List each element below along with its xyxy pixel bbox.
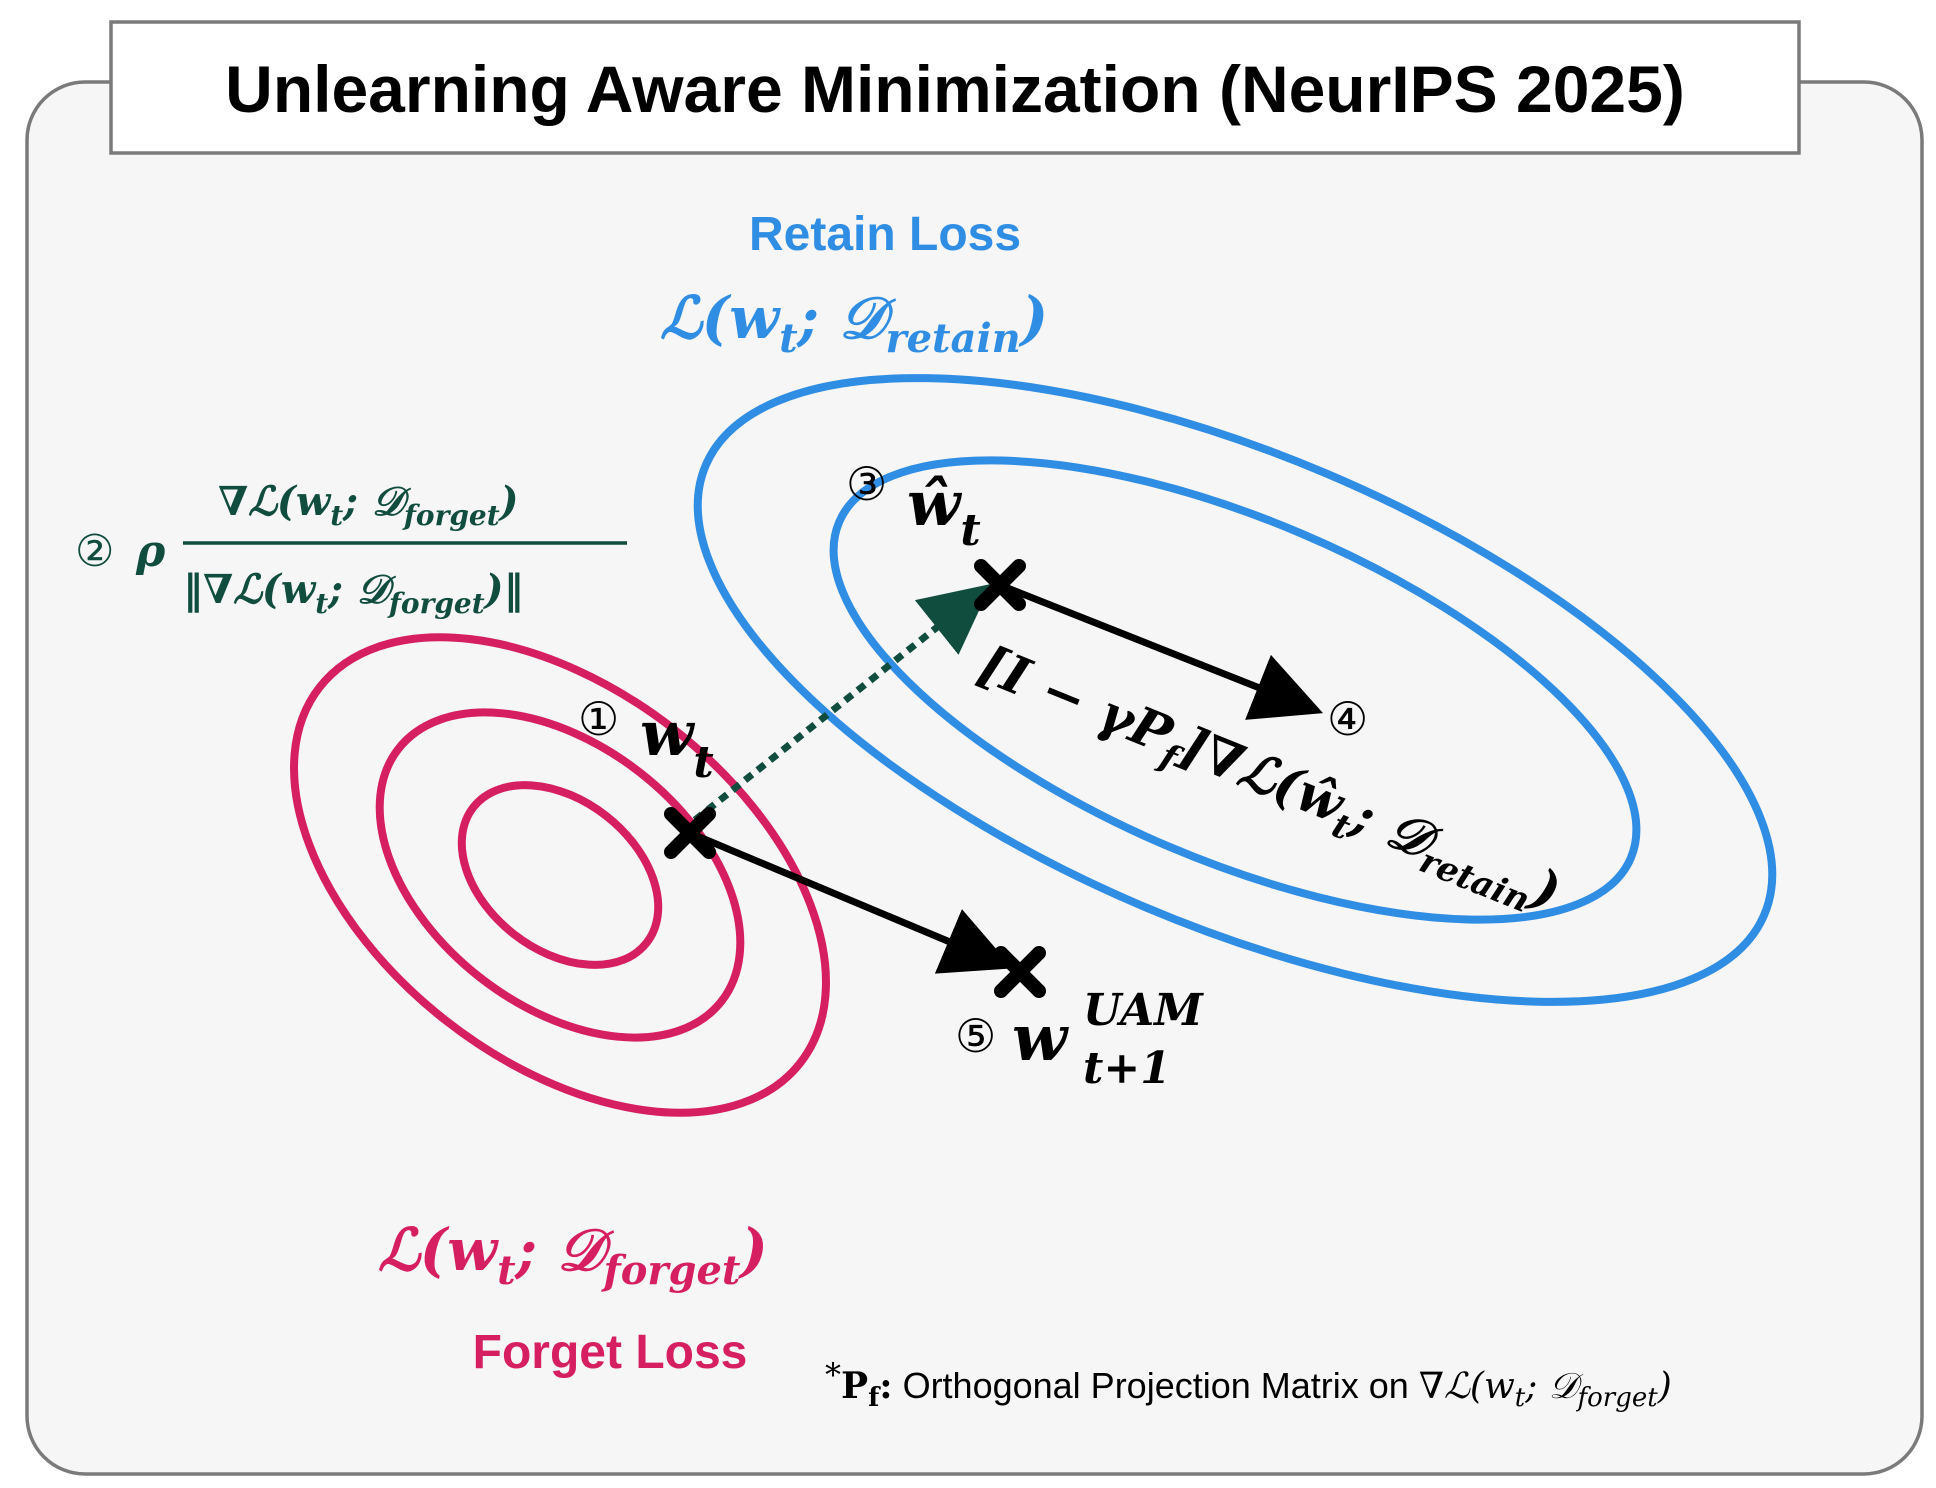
forget-contour-outer [290,633,830,1117]
perturbation-arrow [692,583,992,823]
marker-wt-hat [974,559,1026,611]
retain-loss-formula: ℒ(wt; 𝒟retain) [660,284,1048,362]
retain-contour-outer [693,374,1777,1006]
forget-contour-inner [457,781,663,969]
page-title: Unlearning Aware Minimization (NeurIPS 2… [225,52,1685,126]
retain-contours [693,374,1777,1006]
step1-label: wt [640,697,714,788]
retain-contour-inner [829,456,1641,924]
forget-loss-label: Forget Loss [473,1326,748,1379]
update-arrow-final [688,829,1013,974]
step2-rho: ρ [135,526,166,577]
step1-number: ① [578,692,619,746]
step2-number: ② [75,526,114,577]
marker-wt [664,807,716,859]
step2-denominator: ‖∇ℒ(wt; 𝒟forget)‖ [183,566,524,620]
step2-formula: ② ρ ∇ℒ(wt; 𝒟forget) ‖∇ℒ(wt; 𝒟forget)‖ [75,478,627,620]
step2-numerator: ∇ℒ(wt; 𝒟forget) [218,478,519,532]
update-arrow-retain [998,581,1324,720]
retain-loss-label: Retain Loss [749,208,1021,261]
step5-subscript: t+1 [1083,1043,1171,1094]
forget-loss-formula: ℒ(wt; 𝒟forget) [378,1216,768,1294]
title-box [109,20,1801,155]
forget-contour-middle [375,708,745,1042]
step5-number: ⑤ [955,1009,996,1063]
step5-label: w [1012,1001,1069,1076]
diagram-panel [25,80,1924,1476]
step5-superscript: UAM [1083,985,1204,1036]
step3-label: ŵt [907,467,981,556]
step4-number: ④ [1327,692,1368,746]
step3-number: ③ [846,457,887,511]
forget-contours [290,633,830,1117]
footnote: *Pf: Orthogonal Projection Matrix on ∇ℒ(… [825,1356,1672,1413]
marker-w-next [994,946,1046,998]
